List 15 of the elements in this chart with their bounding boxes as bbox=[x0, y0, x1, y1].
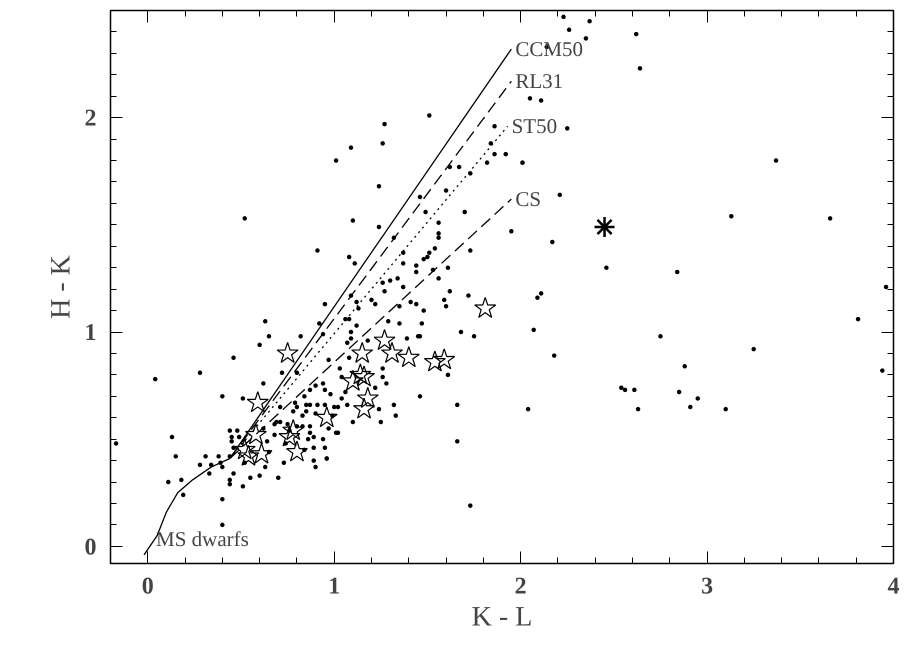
x-tick-label: 4 bbox=[888, 574, 900, 600]
x-tick-label: 3 bbox=[701, 574, 714, 600]
x-tick-label: 2 bbox=[514, 574, 527, 600]
legend-label: MS dwarfs bbox=[156, 526, 249, 551]
series-label: CCM50 bbox=[515, 37, 584, 62]
y-tick-label: 0 bbox=[84, 534, 96, 560]
series-label: ST50 bbox=[512, 114, 558, 138]
series-label: CS bbox=[515, 187, 542, 212]
series-label: RL31 bbox=[515, 69, 564, 94]
x-tick-label: 1 bbox=[328, 574, 340, 600]
y-tick-label: 1 bbox=[84, 320, 96, 346]
y-axis-title: H - K bbox=[46, 255, 76, 319]
x-tick-label: 0 bbox=[142, 574, 154, 600]
y-tick-label: 2 bbox=[84, 106, 96, 132]
x-axis-title: K - L bbox=[472, 602, 532, 632]
